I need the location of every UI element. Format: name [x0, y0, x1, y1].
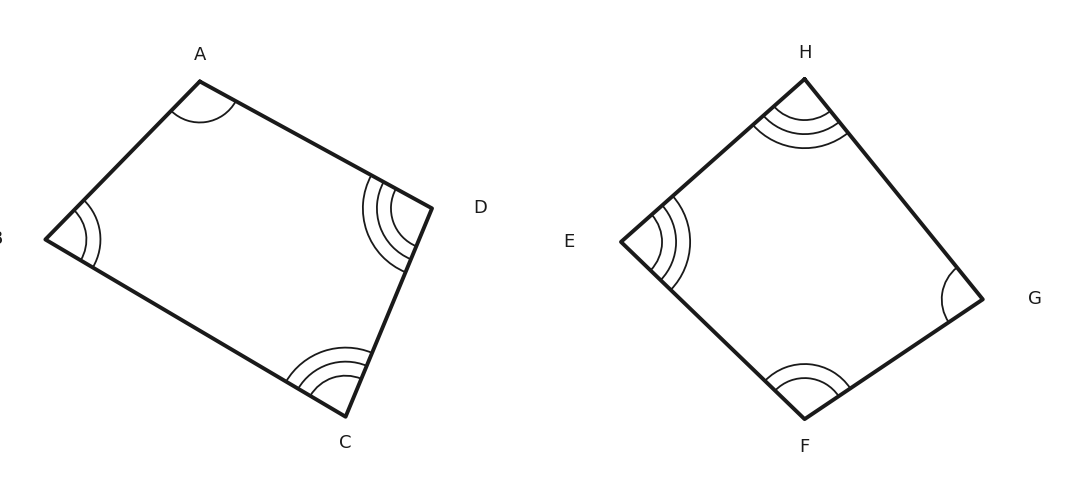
- Text: F: F: [799, 438, 810, 456]
- Text: G: G: [1028, 290, 1041, 308]
- Text: D: D: [474, 199, 487, 217]
- Text: B: B: [0, 230, 3, 249]
- Text: H: H: [798, 44, 811, 62]
- Text: C: C: [339, 434, 352, 452]
- Text: A: A: [193, 46, 206, 64]
- Text: E: E: [564, 233, 575, 251]
